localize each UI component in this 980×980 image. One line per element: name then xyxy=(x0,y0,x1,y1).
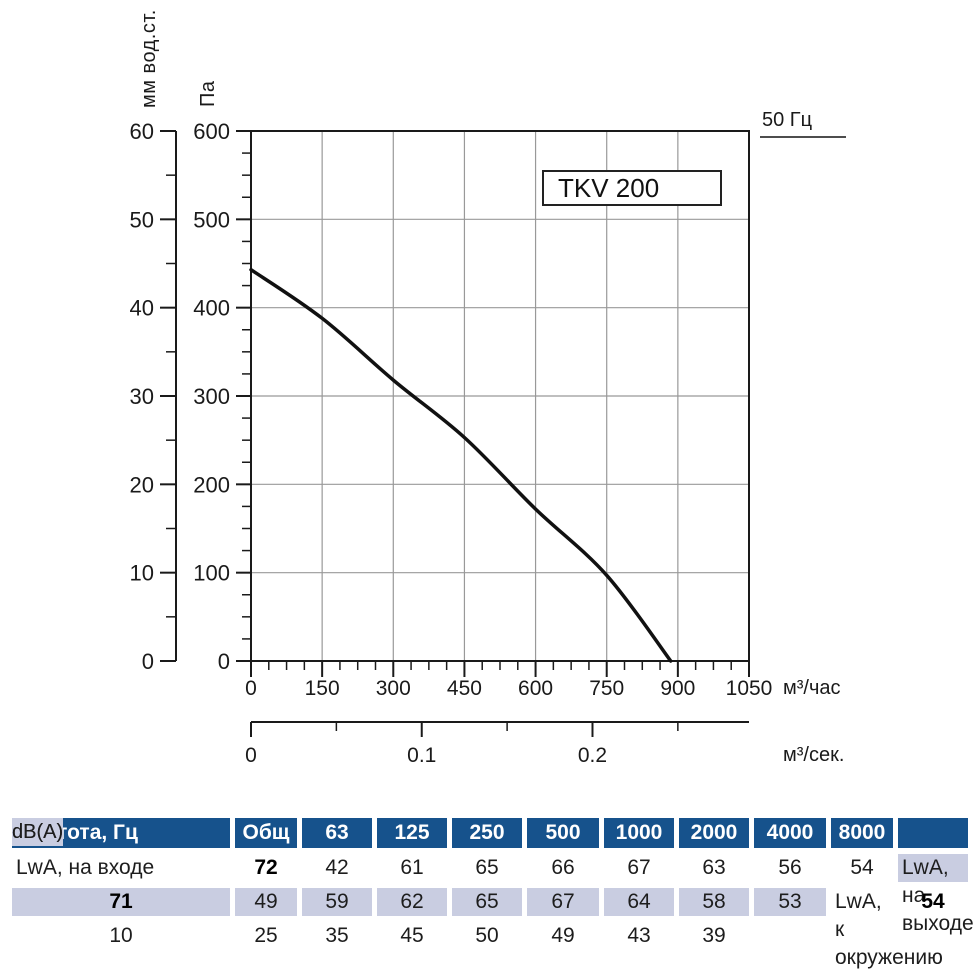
table-header-Общ: Общ xyxy=(235,818,297,848)
pa-tick-label: 200 xyxy=(193,472,230,497)
table-header-500: 500 xyxy=(527,818,599,848)
table-band-value: 67 xyxy=(527,888,599,916)
table-total-value: 72 xyxy=(254,856,278,879)
table-band-value: 65 xyxy=(452,888,522,916)
table-total-value: 71 xyxy=(12,888,230,916)
table-band-value: 39 xyxy=(702,924,726,947)
pa-tick-label: 600 xyxy=(193,119,230,144)
table-band-value: 42 xyxy=(325,856,349,879)
sound-level-table: Частота, Гц Общ 63 125 250 500 1000 2000 4000 800… xyxy=(12,818,974,969)
table-header-unit xyxy=(898,818,968,848)
chart-title-box: TKV 200 xyxy=(542,170,722,206)
table-band-value: 45 xyxy=(400,924,424,947)
table-band-value: 10 xyxy=(109,924,133,947)
pa-tick-label: 400 xyxy=(193,296,230,321)
mm-tick-label: 30 xyxy=(130,384,154,409)
table-header-8000: 8000 xyxy=(831,818,893,848)
mm-tick-label: 40 xyxy=(130,296,154,321)
table-band-value: 63 xyxy=(702,856,726,879)
x-tick-label: 150 xyxy=(305,677,340,700)
table-header-125: 125 xyxy=(377,818,447,848)
table-row-label: LwA, на выходе xyxy=(898,854,974,935)
y-axis-title-pa: Па xyxy=(197,80,219,108)
table-band-value: 53 xyxy=(754,888,826,916)
mm-tick-label: 10 xyxy=(130,561,154,586)
pa-tick-label: 300 xyxy=(193,384,230,409)
x-axis-unit-m3-sec: м³/сек. xyxy=(783,744,845,766)
table-band-value: 56 xyxy=(778,856,802,879)
x-tick-label: 0 xyxy=(245,677,257,700)
table-band-value: 49 xyxy=(551,924,575,947)
mm-tick-label: 0 xyxy=(142,649,154,674)
sec-tick-label: 0 xyxy=(245,744,257,767)
pressure-flow-curve xyxy=(249,267,673,663)
table-band-value: 64 xyxy=(604,888,674,916)
table-header-63: 63 xyxy=(302,818,372,848)
table-header-4000: 4000 xyxy=(754,818,826,848)
pa-tick-label: 0 xyxy=(218,649,230,674)
table-band-value: 43 xyxy=(627,924,651,947)
table-unit-label: dB(A) xyxy=(12,818,64,846)
x-tick-label: 450 xyxy=(447,677,482,700)
pa-tick-label: 100 xyxy=(193,561,230,586)
table-row-label: LwA, на входе xyxy=(16,856,155,879)
table-band-value: 25 xyxy=(254,924,278,947)
table-band-value: 61 xyxy=(400,856,424,879)
table-band-value: 58 xyxy=(679,888,749,916)
table-row-label: LwA, к окружению xyxy=(835,890,943,969)
table-total-value: 54 xyxy=(921,890,945,913)
table-band-value: 54 xyxy=(850,856,874,879)
table-band-value: 49 xyxy=(235,888,297,916)
chart-title: TKV 200 xyxy=(558,173,660,203)
sec-tick-label: 0.1 xyxy=(407,744,436,767)
x-tick-label: 900 xyxy=(660,677,695,700)
table-band-value: 65 xyxy=(475,856,499,879)
table-header-2000: 2000 xyxy=(679,818,749,848)
table-band-value: 50 xyxy=(475,924,499,947)
x-axis-unit-m3-hour: м³/час xyxy=(783,677,841,699)
table-band-value: 67 xyxy=(627,856,651,879)
pa-tick-label: 500 xyxy=(193,207,230,232)
x-tick-label: 300 xyxy=(376,677,411,700)
table-band-value: 62 xyxy=(377,888,447,916)
y-axis-title-mm-water: мм вод.ст. xyxy=(138,9,160,108)
x-tick-label: 600 xyxy=(518,677,553,700)
table-band-value: 35 xyxy=(325,924,349,947)
table-unit-label: dB(A) xyxy=(12,821,64,843)
table-band-value: 59 xyxy=(302,888,372,916)
table-header-250: 250 xyxy=(452,818,522,848)
sec-tick-label: 0.2 xyxy=(578,744,607,767)
table-band-value: 66 xyxy=(551,856,575,879)
mm-tick-label: 50 xyxy=(130,207,154,232)
table-header-1000: 1000 xyxy=(604,818,674,848)
x-tick-label: 1050 xyxy=(726,677,773,700)
mm-tick-label: 60 xyxy=(130,119,154,144)
mm-tick-label: 20 xyxy=(130,472,154,497)
frequency-annotation: 50 Гц xyxy=(760,109,846,138)
x-tick-label: 750 xyxy=(589,677,624,700)
